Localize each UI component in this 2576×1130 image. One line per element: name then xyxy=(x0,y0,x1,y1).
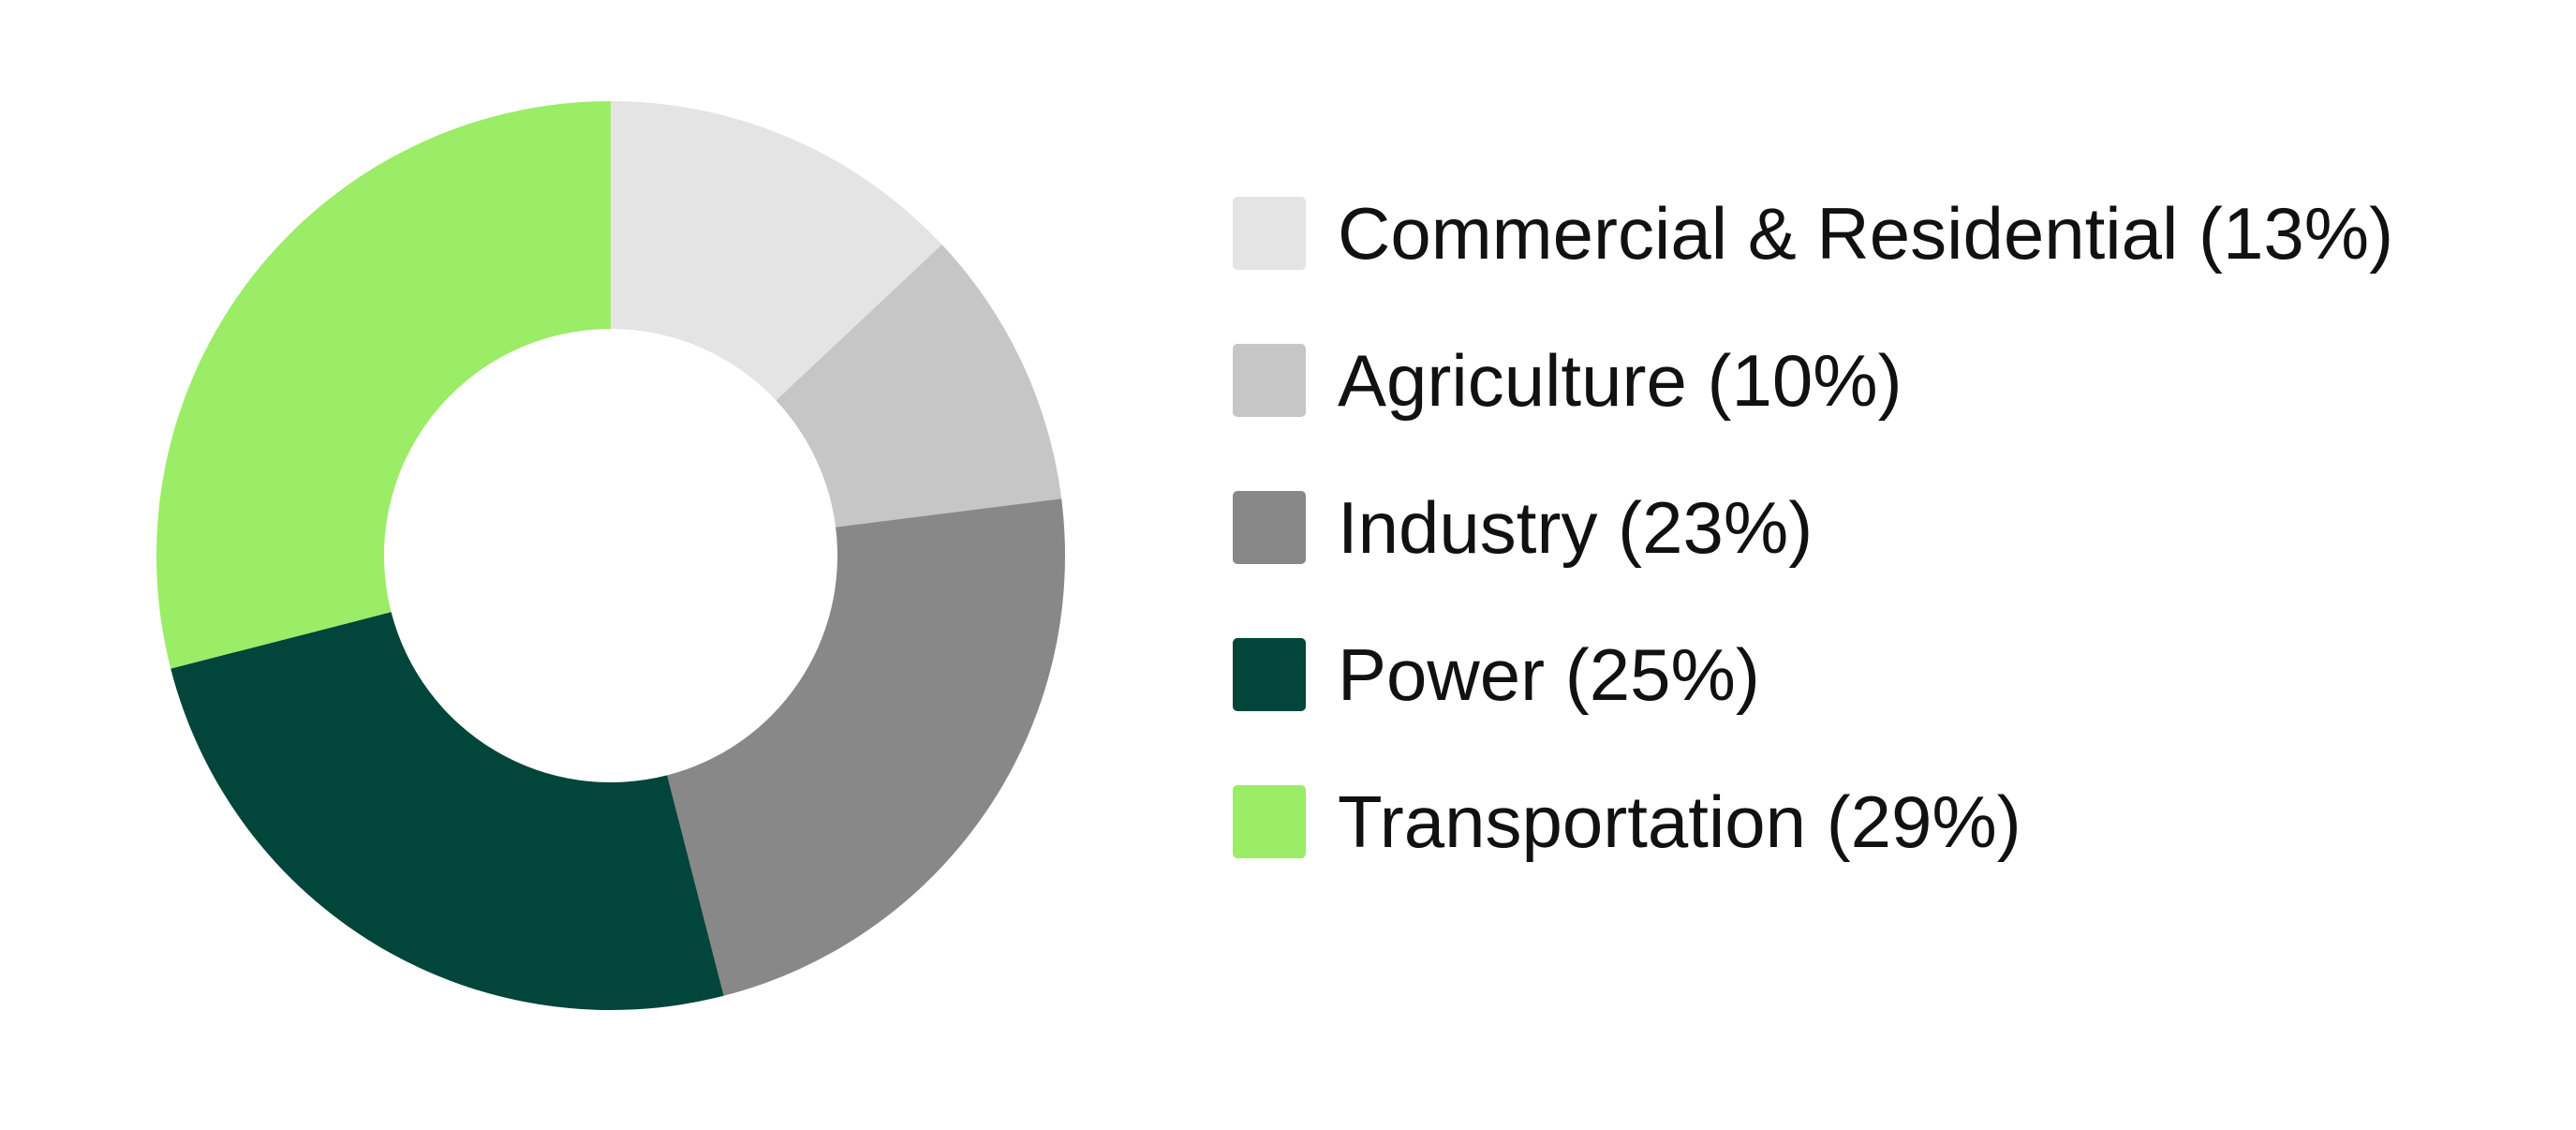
donut-slice-4 xyxy=(155,101,611,669)
legend-label: Commercial & Residential (13%) xyxy=(1338,192,2393,275)
donut-slice-3 xyxy=(170,612,724,1010)
legend-item: Commercial & Residential (13%) xyxy=(1233,192,2393,275)
legend-item: Transportation (29%) xyxy=(1233,781,2021,863)
chart-legend: Commercial & Residential (13%) Agricultur… xyxy=(1233,192,2393,863)
legend-swatch xyxy=(1233,491,1306,564)
legend-swatch xyxy=(1233,785,1306,858)
legend-label: Industry (23%) xyxy=(1338,486,1813,569)
donut-slices xyxy=(155,101,1065,1010)
donut-slice-2 xyxy=(667,498,1065,996)
legend-swatch xyxy=(1233,638,1306,711)
legend-item: Agriculture (10%) xyxy=(1233,339,1902,422)
donut-slice-0 xyxy=(611,101,942,401)
legend-swatch xyxy=(1233,197,1306,270)
legend-label: Agriculture (10%) xyxy=(1338,339,1902,422)
legend-swatch xyxy=(1233,344,1306,417)
donut-slice-1 xyxy=(776,244,1062,528)
legend-label: Transportation (29%) xyxy=(1338,781,2021,863)
legend-item: Industry (23%) xyxy=(1233,486,1813,569)
legend-label: Power (25%) xyxy=(1338,633,1760,716)
legend-item: Power (25%) xyxy=(1233,633,1760,716)
